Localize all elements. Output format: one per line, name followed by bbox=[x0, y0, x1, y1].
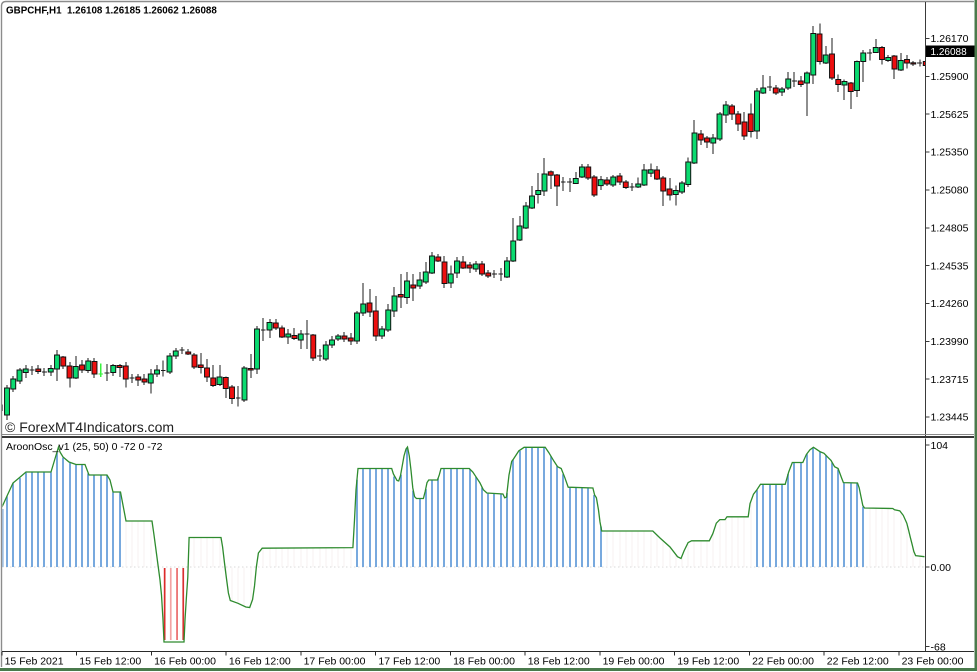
svg-text:1.23445: 1.23445 bbox=[931, 412, 969, 424]
svg-text:1.26170: 1.26170 bbox=[931, 33, 969, 45]
svg-text:AroonOsc_v1 (25, 50) 0 -72 0 -: AroonOsc_v1 (25, 50) 0 -72 0 -72 bbox=[6, 441, 163, 453]
svg-text:22 Feb 00:00: 22 Feb 00:00 bbox=[752, 656, 814, 668]
svg-text:1.25350: 1.25350 bbox=[931, 147, 969, 159]
svg-text:1.25080: 1.25080 bbox=[931, 185, 969, 197]
svg-text:16 Feb 12:00: 16 Feb 12:00 bbox=[229, 656, 291, 668]
svg-text:1.23990: 1.23990 bbox=[931, 336, 969, 348]
svg-text:1.23715: 1.23715 bbox=[931, 374, 969, 386]
svg-text:15 Feb 2021: 15 Feb 2021 bbox=[5, 656, 64, 668]
svg-text:19 Feb 12:00: 19 Feb 12:00 bbox=[677, 656, 739, 668]
svg-text:-68: -68 bbox=[931, 641, 946, 653]
svg-text:16 Feb 00:00: 16 Feb 00:00 bbox=[154, 656, 216, 668]
svg-text:1.24260: 1.24260 bbox=[931, 298, 969, 310]
svg-text:1.24805: 1.24805 bbox=[931, 222, 969, 234]
svg-text:© ForexMT4Indicators.com: © ForexMT4Indicators.com bbox=[5, 419, 174, 435]
svg-text:GBPCHF,H1 1.26108 1.26185 1.2: GBPCHF,H1 1.26108 1.26185 1.26062 1.2608… bbox=[6, 6, 217, 17]
svg-text:19 Feb 00:00: 19 Feb 00:00 bbox=[603, 656, 665, 668]
svg-text:15 Feb 12:00: 15 Feb 12:00 bbox=[79, 656, 141, 668]
svg-text:22 Feb 12:00: 22 Feb 12:00 bbox=[827, 656, 889, 668]
svg-text:104: 104 bbox=[931, 440, 949, 452]
svg-text:17 Feb 00:00: 17 Feb 00:00 bbox=[304, 656, 366, 668]
svg-text:17 Feb 12:00: 17 Feb 12:00 bbox=[378, 656, 440, 668]
svg-text:1.25625: 1.25625 bbox=[931, 109, 969, 121]
svg-text:23 Feb 00:00: 23 Feb 00:00 bbox=[902, 656, 964, 668]
svg-text:18 Feb 12:00: 18 Feb 12:00 bbox=[528, 656, 590, 668]
svg-text:1.26088: 1.26088 bbox=[931, 47, 968, 58]
svg-text:18 Feb 00:00: 18 Feb 00:00 bbox=[453, 656, 515, 668]
svg-text:1.24535: 1.24535 bbox=[931, 260, 969, 272]
svg-text:0.00: 0.00 bbox=[931, 562, 952, 574]
svg-text:1.25900: 1.25900 bbox=[931, 71, 969, 83]
